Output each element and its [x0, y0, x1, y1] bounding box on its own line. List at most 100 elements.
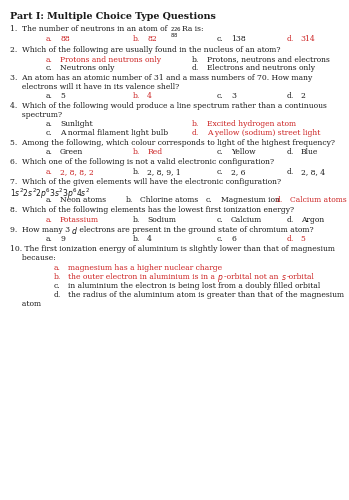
Text: 9: 9 — [60, 235, 65, 243]
Text: -orbital: -orbital — [287, 273, 314, 281]
Text: atom: atom — [10, 300, 42, 308]
Text: 138: 138 — [231, 35, 246, 43]
Text: 10. The first ionization energy of aluminium is slightly lower than that of magn: 10. The first ionization energy of alumi… — [10, 245, 335, 253]
Text: d.: d. — [192, 129, 199, 137]
Text: A normal filament light bulb: A normal filament light bulb — [60, 129, 168, 137]
Text: d.: d. — [286, 92, 294, 100]
Text: d.: d. — [286, 216, 294, 224]
Text: a.: a. — [54, 264, 61, 272]
Text: the outer electron in aluminium is in a: the outer electron in aluminium is in a — [68, 273, 217, 281]
Text: Potassium: Potassium — [60, 216, 99, 224]
Text: d.: d. — [276, 196, 283, 204]
Text: c.: c. — [216, 92, 223, 100]
Text: Protons, neutrons and electrons: Protons, neutrons and electrons — [207, 56, 329, 64]
Text: 314: 314 — [301, 35, 315, 43]
Text: 2, 6: 2, 6 — [231, 168, 246, 176]
Text: A yellow (sodium) street light: A yellow (sodium) street light — [207, 129, 320, 137]
Text: b.: b. — [133, 168, 140, 176]
Text: 5: 5 — [301, 235, 306, 243]
Text: 2, 8, 9, 1: 2, 8, 9, 1 — [147, 168, 181, 176]
Text: 5: 5 — [60, 92, 65, 100]
Text: Calcium: Calcium — [231, 216, 262, 224]
Text: because:: because: — [10, 254, 56, 262]
Text: 2.  Which of the following are usually found in the nucleus of an atom?: 2. Which of the following are usually fo… — [10, 46, 281, 54]
Text: Green: Green — [60, 148, 83, 156]
Text: b.: b. — [192, 120, 199, 128]
Text: 2, 8, 8, 2: 2, 8, 8, 2 — [60, 168, 94, 176]
Text: Calcium atoms: Calcium atoms — [290, 196, 347, 204]
Text: c.: c. — [45, 129, 52, 137]
Text: b.: b. — [133, 235, 140, 243]
Text: b.: b. — [54, 273, 61, 281]
Text: $s$: $s$ — [281, 273, 287, 282]
Text: 2: 2 — [301, 92, 306, 100]
Text: c.: c. — [216, 216, 223, 224]
Text: c.: c. — [216, 235, 223, 243]
Text: Blue: Blue — [301, 148, 318, 156]
Text: Sunlight: Sunlight — [60, 120, 92, 128]
Text: 7.  Which of the given elements will have the electronic configuration?: 7. Which of the given elements will have… — [10, 178, 282, 186]
Text: 88: 88 — [60, 35, 70, 43]
Text: d.: d. — [286, 168, 294, 176]
Text: d.: d. — [286, 148, 294, 156]
Text: in aluminium the electron is being lost from a doubly filled orbital: in aluminium the electron is being lost … — [68, 282, 320, 290]
Text: Red: Red — [147, 148, 162, 156]
Text: c.: c. — [54, 282, 61, 290]
Text: a.: a. — [45, 216, 52, 224]
Text: magnesium has a higher nuclear charge: magnesium has a higher nuclear charge — [68, 264, 222, 272]
Text: 8.  Which of the following elements has the lowest first ionization energy?: 8. Which of the following elements has t… — [10, 206, 295, 214]
Text: electrons will it have in its valence shell?: electrons will it have in its valence sh… — [10, 83, 180, 91]
Text: 3.  An atom has an atomic number of 31 and a mass numbers of 70. How many: 3. An atom has an atomic number of 31 an… — [10, 74, 313, 82]
Text: -orbital not an: -orbital not an — [224, 273, 281, 281]
Text: a.: a. — [45, 168, 52, 176]
Text: 4: 4 — [147, 92, 152, 100]
Text: a.: a. — [45, 235, 52, 243]
Text: Protons and neutrons only: Protons and neutrons only — [60, 56, 161, 64]
Text: c.: c. — [45, 64, 52, 72]
Text: a.: a. — [45, 92, 52, 100]
Text: b.: b. — [133, 92, 140, 100]
Text: Electrons and neutrons only: Electrons and neutrons only — [207, 64, 314, 72]
Text: d.: d. — [192, 64, 199, 72]
Text: d.: d. — [54, 291, 61, 299]
Text: 9.  How many 3: 9. How many 3 — [10, 226, 70, 234]
Text: a.: a. — [45, 148, 52, 156]
Text: b.: b. — [126, 196, 133, 204]
Text: a.: a. — [45, 35, 52, 43]
Text: Part I: Multiple Choice Type Questions: Part I: Multiple Choice Type Questions — [10, 12, 216, 21]
Text: d.: d. — [286, 235, 294, 243]
Text: $^{226}_{88}$: $^{226}_{88}$ — [170, 25, 182, 40]
Text: c.: c. — [216, 35, 223, 43]
Text: b.: b. — [133, 216, 140, 224]
Text: b.: b. — [133, 35, 140, 43]
Text: Excited hydrogen atom: Excited hydrogen atom — [207, 120, 296, 128]
Text: a.: a. — [45, 120, 52, 128]
Text: c.: c. — [206, 196, 213, 204]
Text: $p$: $p$ — [217, 273, 224, 284]
Text: 2, 8, 4: 2, 8, 4 — [301, 168, 325, 176]
Text: Neutrons only: Neutrons only — [60, 64, 114, 72]
Text: 82: 82 — [147, 35, 157, 43]
Text: d.: d. — [286, 35, 294, 43]
Text: $d$: $d$ — [70, 226, 77, 236]
Text: Yellow: Yellow — [231, 148, 256, 156]
Text: $1s^22s^22p^63s^23p^64s^2$: $1s^22s^22p^63s^23p^64s^2$ — [10, 186, 91, 201]
Text: b.: b. — [133, 148, 140, 156]
Text: Chlorine atoms: Chlorine atoms — [140, 196, 199, 204]
Text: 1.  The number of neutrons in an atom of: 1. The number of neutrons in an atom of — [10, 25, 170, 33]
Text: Argon: Argon — [301, 216, 324, 224]
Text: Neon atoms: Neon atoms — [60, 196, 106, 204]
Text: spectrum?: spectrum? — [10, 111, 62, 119]
Text: 5.  Among the following, which colour corresponds to light of the highest freque: 5. Among the following, which colour cor… — [10, 139, 335, 147]
Text: c.: c. — [216, 168, 223, 176]
Text: a.: a. — [45, 196, 52, 204]
Text: Sodium: Sodium — [147, 216, 176, 224]
Text: a.: a. — [45, 56, 52, 64]
Text: 3: 3 — [231, 92, 236, 100]
Text: 6.  Which one of the following is not a valid electronic configuration?: 6. Which one of the following is not a v… — [10, 158, 275, 166]
Text: 4: 4 — [147, 235, 152, 243]
Text: Magnesium ion: Magnesium ion — [221, 196, 280, 204]
Text: electrons are present in the ground state of chromium atom?: electrons are present in the ground stat… — [77, 226, 314, 234]
Text: c.: c. — [216, 148, 223, 156]
Text: Ra is:: Ra is: — [182, 25, 204, 33]
